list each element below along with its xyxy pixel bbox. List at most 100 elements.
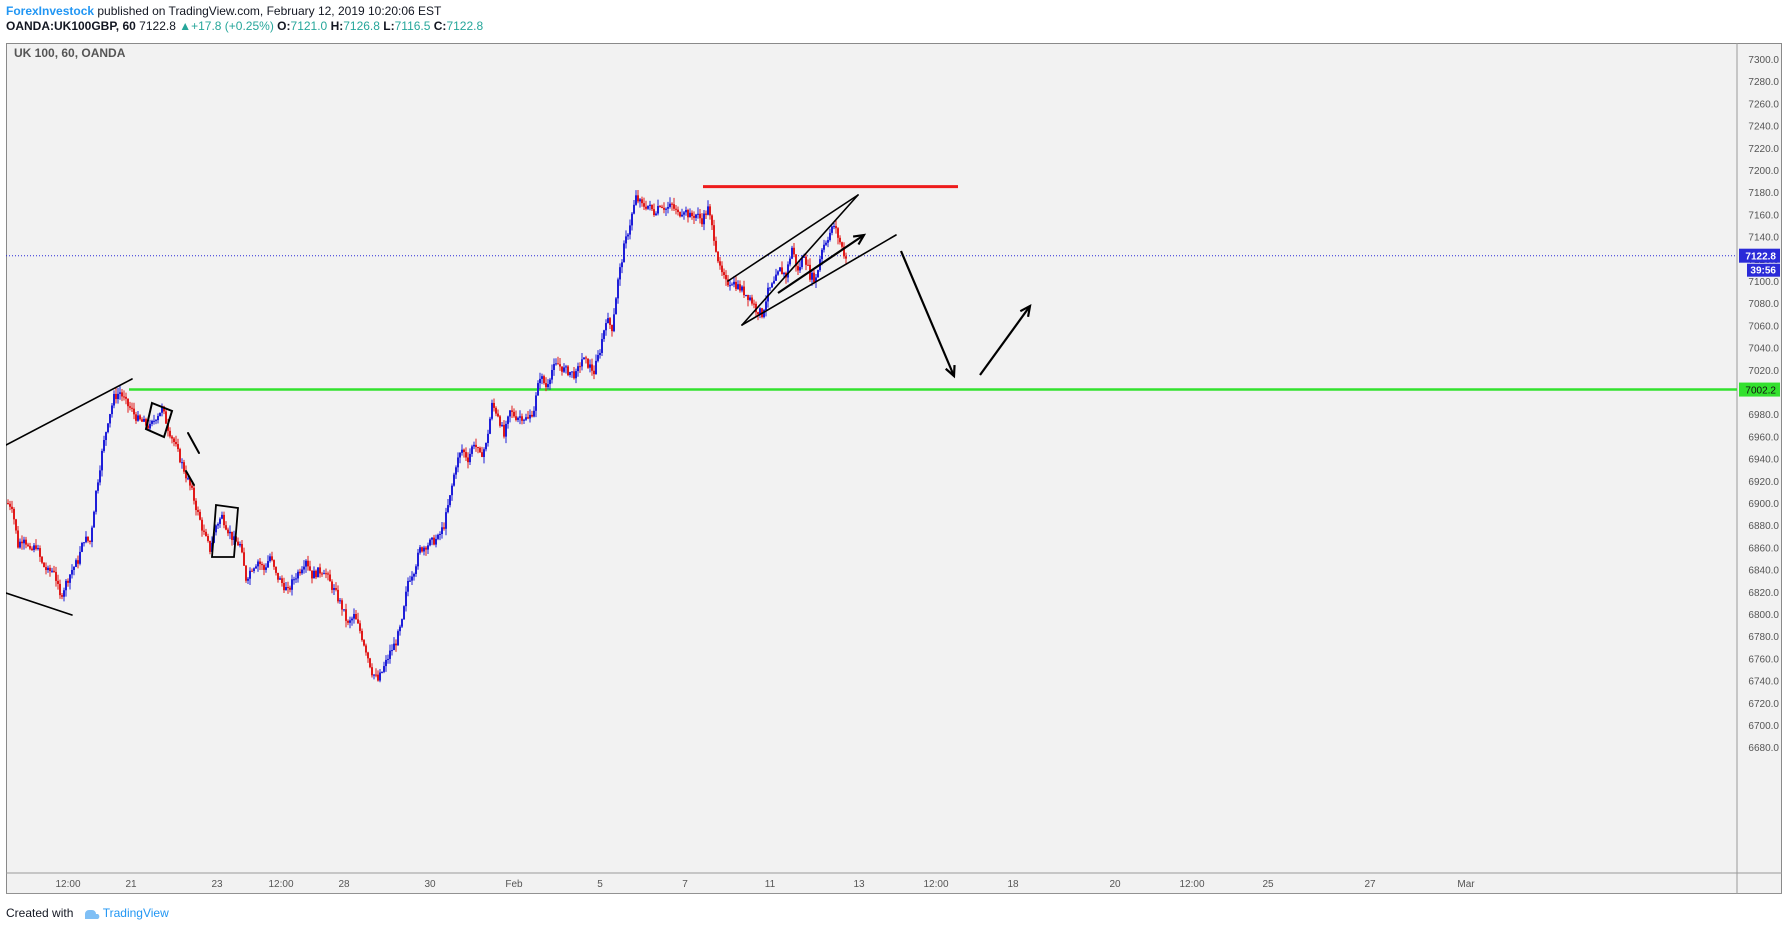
candle-up (619, 267, 621, 280)
candle-up (455, 467, 457, 475)
candle-up (773, 280, 775, 284)
candle-up (523, 419, 525, 421)
candle-down (89, 540, 91, 542)
candle-up (737, 284, 739, 289)
candle-up (441, 527, 443, 534)
candle-up (303, 566, 305, 570)
candle-down (843, 246, 845, 257)
arrow-shaft (777, 234, 865, 294)
candle-up (639, 199, 641, 202)
arrow-head (852, 233, 867, 246)
chart-frame[interactable] (6, 43, 1782, 894)
candle-up (79, 551, 81, 564)
candle-down (347, 620, 349, 623)
price-tick-label: 6780.0 (1748, 632, 1779, 643)
price-tick-label: 7080.0 (1748, 299, 1779, 310)
candle-up (829, 232, 831, 241)
candle-down (141, 419, 143, 422)
candle-up (789, 258, 791, 265)
candle-up (457, 457, 459, 468)
time-tick-label: Feb (505, 879, 523, 890)
candle-down (725, 275, 727, 280)
candle-up (313, 570, 315, 579)
candle-down (29, 545, 31, 549)
candle-down (661, 206, 663, 208)
pattern-box (144, 401, 174, 439)
candle-down (557, 363, 559, 365)
time-tick-label: 30 (424, 879, 436, 890)
candle-down (321, 573, 323, 575)
candle-up (229, 531, 231, 534)
arrow-down-icon (899, 250, 956, 379)
candle-down (687, 209, 689, 218)
candle-up (765, 301, 767, 311)
candle-down (175, 442, 177, 445)
candle-down (659, 206, 661, 208)
time-axis[interactable]: 12:00 21 23 12:00 28 30 Feb 5 7 11 13 12:00 18 20 12:0… (55, 879, 1475, 890)
candle-up (459, 452, 461, 458)
candle-up (603, 330, 605, 340)
candle-up (149, 423, 151, 429)
candle-down (515, 416, 517, 420)
price-axis[interactable]: 7300.0 7280.0 7260.0 7240.0 7220.0 7200.0 7180… (1748, 55, 1779, 754)
candle-up (151, 420, 153, 424)
candle-up (629, 225, 631, 235)
candle-down (369, 658, 371, 668)
candle-down (287, 587, 289, 589)
close-label: C: (433, 19, 447, 33)
candle-up (575, 371, 577, 379)
time-tick-label: Mar (1457, 879, 1475, 890)
candle-down (59, 583, 61, 596)
candle-down (813, 272, 815, 283)
time-tick-label: 13 (853, 879, 865, 890)
price-chart[interactable]: UK 100, 60, OANDA 7300.0 7280.0 7260.0 7240… (6, 43, 1782, 894)
candle-up (159, 412, 161, 417)
candle-down (751, 297, 753, 304)
candle-down (837, 228, 839, 238)
candle-up (625, 236, 627, 244)
time-tick-label: 11 (765, 879, 776, 890)
candle-up (157, 416, 159, 421)
candle-up (517, 417, 519, 420)
candle-up (697, 213, 699, 215)
candle-down (463, 449, 465, 453)
candle-down (361, 630, 363, 641)
candle-up (583, 357, 585, 360)
candle-down (21, 541, 23, 544)
candle-up (99, 470, 101, 483)
candle-up (769, 287, 771, 289)
candle-down (503, 424, 505, 437)
candle-up (249, 570, 251, 579)
candle-up (461, 449, 463, 453)
candle-down (719, 261, 721, 266)
candle-up (647, 205, 649, 209)
candle-up (73, 566, 75, 570)
candle-up (143, 418, 145, 422)
candle-up (733, 281, 735, 285)
candle-up (93, 511, 95, 528)
candle-up (383, 666, 385, 672)
candle-down (527, 417, 529, 419)
candle-up (473, 444, 475, 447)
candle-down (275, 566, 277, 573)
candle-down (679, 212, 681, 217)
tradingview-brand[interactable]: TradingView (102, 906, 169, 920)
support-price-label: 7002.2 (1745, 386, 1776, 397)
author-link[interactable]: ForexInvestock (6, 4, 95, 18)
time-tick-label: 21 (125, 879, 137, 890)
candle-down (13, 508, 15, 520)
candle-up (549, 379, 551, 385)
candle-down (7, 503, 9, 504)
candle-up (317, 567, 319, 578)
candle-down (645, 206, 647, 209)
wedge-lower-trendline (6, 592, 73, 616)
candle-down (675, 208, 677, 210)
candle-up (775, 274, 777, 281)
arrow-shaft (979, 305, 1031, 376)
candle-up (745, 294, 747, 296)
tradingview-logo-icon (84, 909, 100, 919)
candle-up (333, 588, 335, 590)
candle-up (343, 609, 345, 611)
candle-down (677, 209, 679, 213)
candle-down (165, 411, 167, 424)
